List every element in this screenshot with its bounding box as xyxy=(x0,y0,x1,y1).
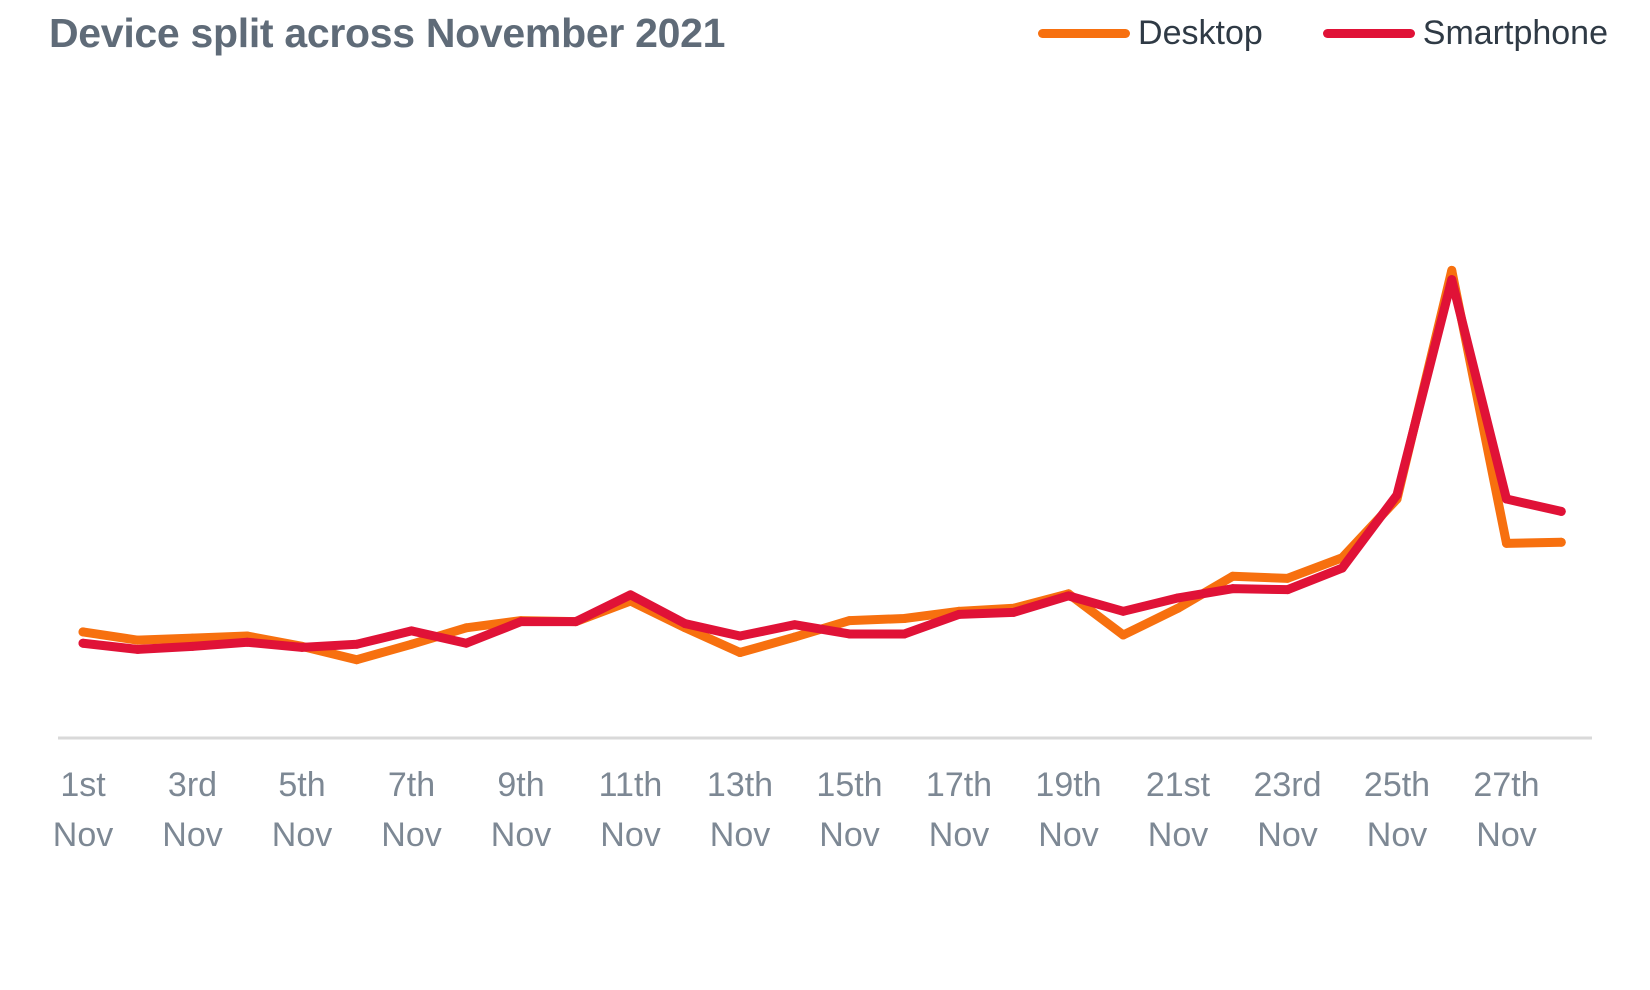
x-tick-label-day: 9th xyxy=(497,766,544,804)
x-tick-label-month: Nov xyxy=(381,816,441,854)
series-smartphone xyxy=(78,275,1566,654)
data-point-desktop xyxy=(1447,265,1457,275)
data-point-smartphone xyxy=(1337,563,1347,573)
data-point-smartphone xyxy=(845,629,854,639)
data-point-desktop xyxy=(1283,573,1292,583)
data-point-desktop xyxy=(188,633,197,643)
series-layer xyxy=(78,265,1566,665)
legend-item-smartphone[interactable]: Smartphone xyxy=(1322,14,1608,53)
x-tick-label-day: 11th xyxy=(599,766,663,804)
data-point-desktop xyxy=(1118,630,1128,640)
data-point-smartphone xyxy=(1283,585,1292,595)
x-tick-label-month: Nov xyxy=(600,816,660,854)
data-point-smartphone xyxy=(461,638,471,648)
data-point-smartphone xyxy=(516,617,526,627)
x-tick-label-month: Nov xyxy=(929,816,989,854)
x-tick-label-day: 27th xyxy=(1473,766,1539,804)
x-tick-label-month: Nov xyxy=(1257,816,1317,854)
data-point-smartphone xyxy=(1447,275,1457,285)
legend-item-desktop[interactable]: Desktop xyxy=(1038,14,1263,53)
data-point-smartphone xyxy=(1556,506,1566,516)
data-point-smartphone xyxy=(790,620,800,630)
data-point-smartphone xyxy=(571,617,581,627)
data-point-desktop xyxy=(899,614,909,624)
x-tick-label-day: 5th xyxy=(278,766,325,804)
legend-swatch-desktop xyxy=(1038,29,1131,38)
x-tick-label-month: Nov xyxy=(1476,816,1536,854)
x-tick-label-month: Nov xyxy=(1367,816,1427,854)
data-point-smartphone xyxy=(133,644,143,654)
data-point-smartphone xyxy=(188,641,197,651)
x-tick-label-month: Nov xyxy=(272,816,332,854)
data-point-smartphone xyxy=(680,619,690,629)
data-point-desktop xyxy=(1556,537,1566,547)
data-point-desktop xyxy=(1173,603,1183,613)
x-tick-label-day: 19th xyxy=(1035,766,1101,804)
data-point-smartphone xyxy=(954,609,964,619)
x-tick-label-month: Nov xyxy=(53,816,113,854)
data-point-smartphone xyxy=(78,638,88,648)
x-tick-label-day: 21st xyxy=(1146,766,1211,804)
data-point-smartphone xyxy=(1173,593,1183,603)
x-tick-label-day: 7th xyxy=(388,766,435,804)
data-point-smartphone xyxy=(1502,494,1511,504)
x-tick-label-month: Nov xyxy=(819,816,879,854)
data-point-smartphone xyxy=(899,629,909,639)
x-tick-label-month: Nov xyxy=(162,816,222,854)
data-point-smartphone xyxy=(1392,490,1402,500)
data-point-smartphone xyxy=(1118,606,1128,616)
x-tick-label-day: 13th xyxy=(707,766,773,804)
x-tick-label-day: 23rd xyxy=(1253,766,1321,804)
x-tick-label-month: Nov xyxy=(1148,816,1208,854)
data-point-smartphone xyxy=(1064,591,1073,601)
data-point-desktop xyxy=(735,648,745,658)
x-tick-label-day: 17th xyxy=(926,766,992,804)
legend-label-desktop: Desktop xyxy=(1138,14,1263,52)
data-point-desktop xyxy=(1502,538,1511,548)
data-point-desktop xyxy=(461,623,471,633)
legend-label-smartphone: Smartphone xyxy=(1422,14,1608,52)
data-point-desktop xyxy=(78,627,88,637)
data-point-desktop xyxy=(1228,571,1238,581)
series-line-smartphone xyxy=(78,275,1566,654)
data-point-desktop xyxy=(133,635,143,645)
x-tick-label-month: Nov xyxy=(491,816,551,854)
x-tick-label-day: 1st xyxy=(60,766,106,804)
data-point-smartphone xyxy=(626,590,635,600)
chart-title: Device split across November 2021 xyxy=(49,10,726,56)
data-point-smartphone xyxy=(1228,584,1238,594)
x-tick-label-month: Nov xyxy=(1038,816,1098,854)
x-tick-label-day: 15th xyxy=(816,766,882,804)
data-point-desktop xyxy=(790,632,800,642)
x-tick-label-day: 25th xyxy=(1364,766,1430,804)
chart-legend: Desktop Smartphone xyxy=(1038,14,1608,53)
data-point-desktop xyxy=(845,616,854,626)
series-line-desktop xyxy=(78,265,1566,665)
x-axis-ticks: 1st Nov 3rd Nov 5th Nov 7th Nov 9th Nov 11th Nov 13t… xyxy=(53,766,1540,854)
data-point-smartphone xyxy=(297,642,307,652)
legend-swatch-smartphone xyxy=(1322,29,1415,38)
data-point-smartphone xyxy=(242,637,252,647)
series-desktop xyxy=(78,265,1566,665)
data-point-desktop xyxy=(352,655,362,665)
x-tick-label-month: Nov xyxy=(710,816,770,854)
x-tick-label-day: 3rd xyxy=(168,766,217,804)
data-point-smartphone xyxy=(352,639,362,649)
data-point-smartphone xyxy=(1009,607,1019,617)
data-point-smartphone xyxy=(407,626,416,636)
data-point-desktop xyxy=(407,639,416,649)
data-point-smartphone xyxy=(735,631,745,641)
